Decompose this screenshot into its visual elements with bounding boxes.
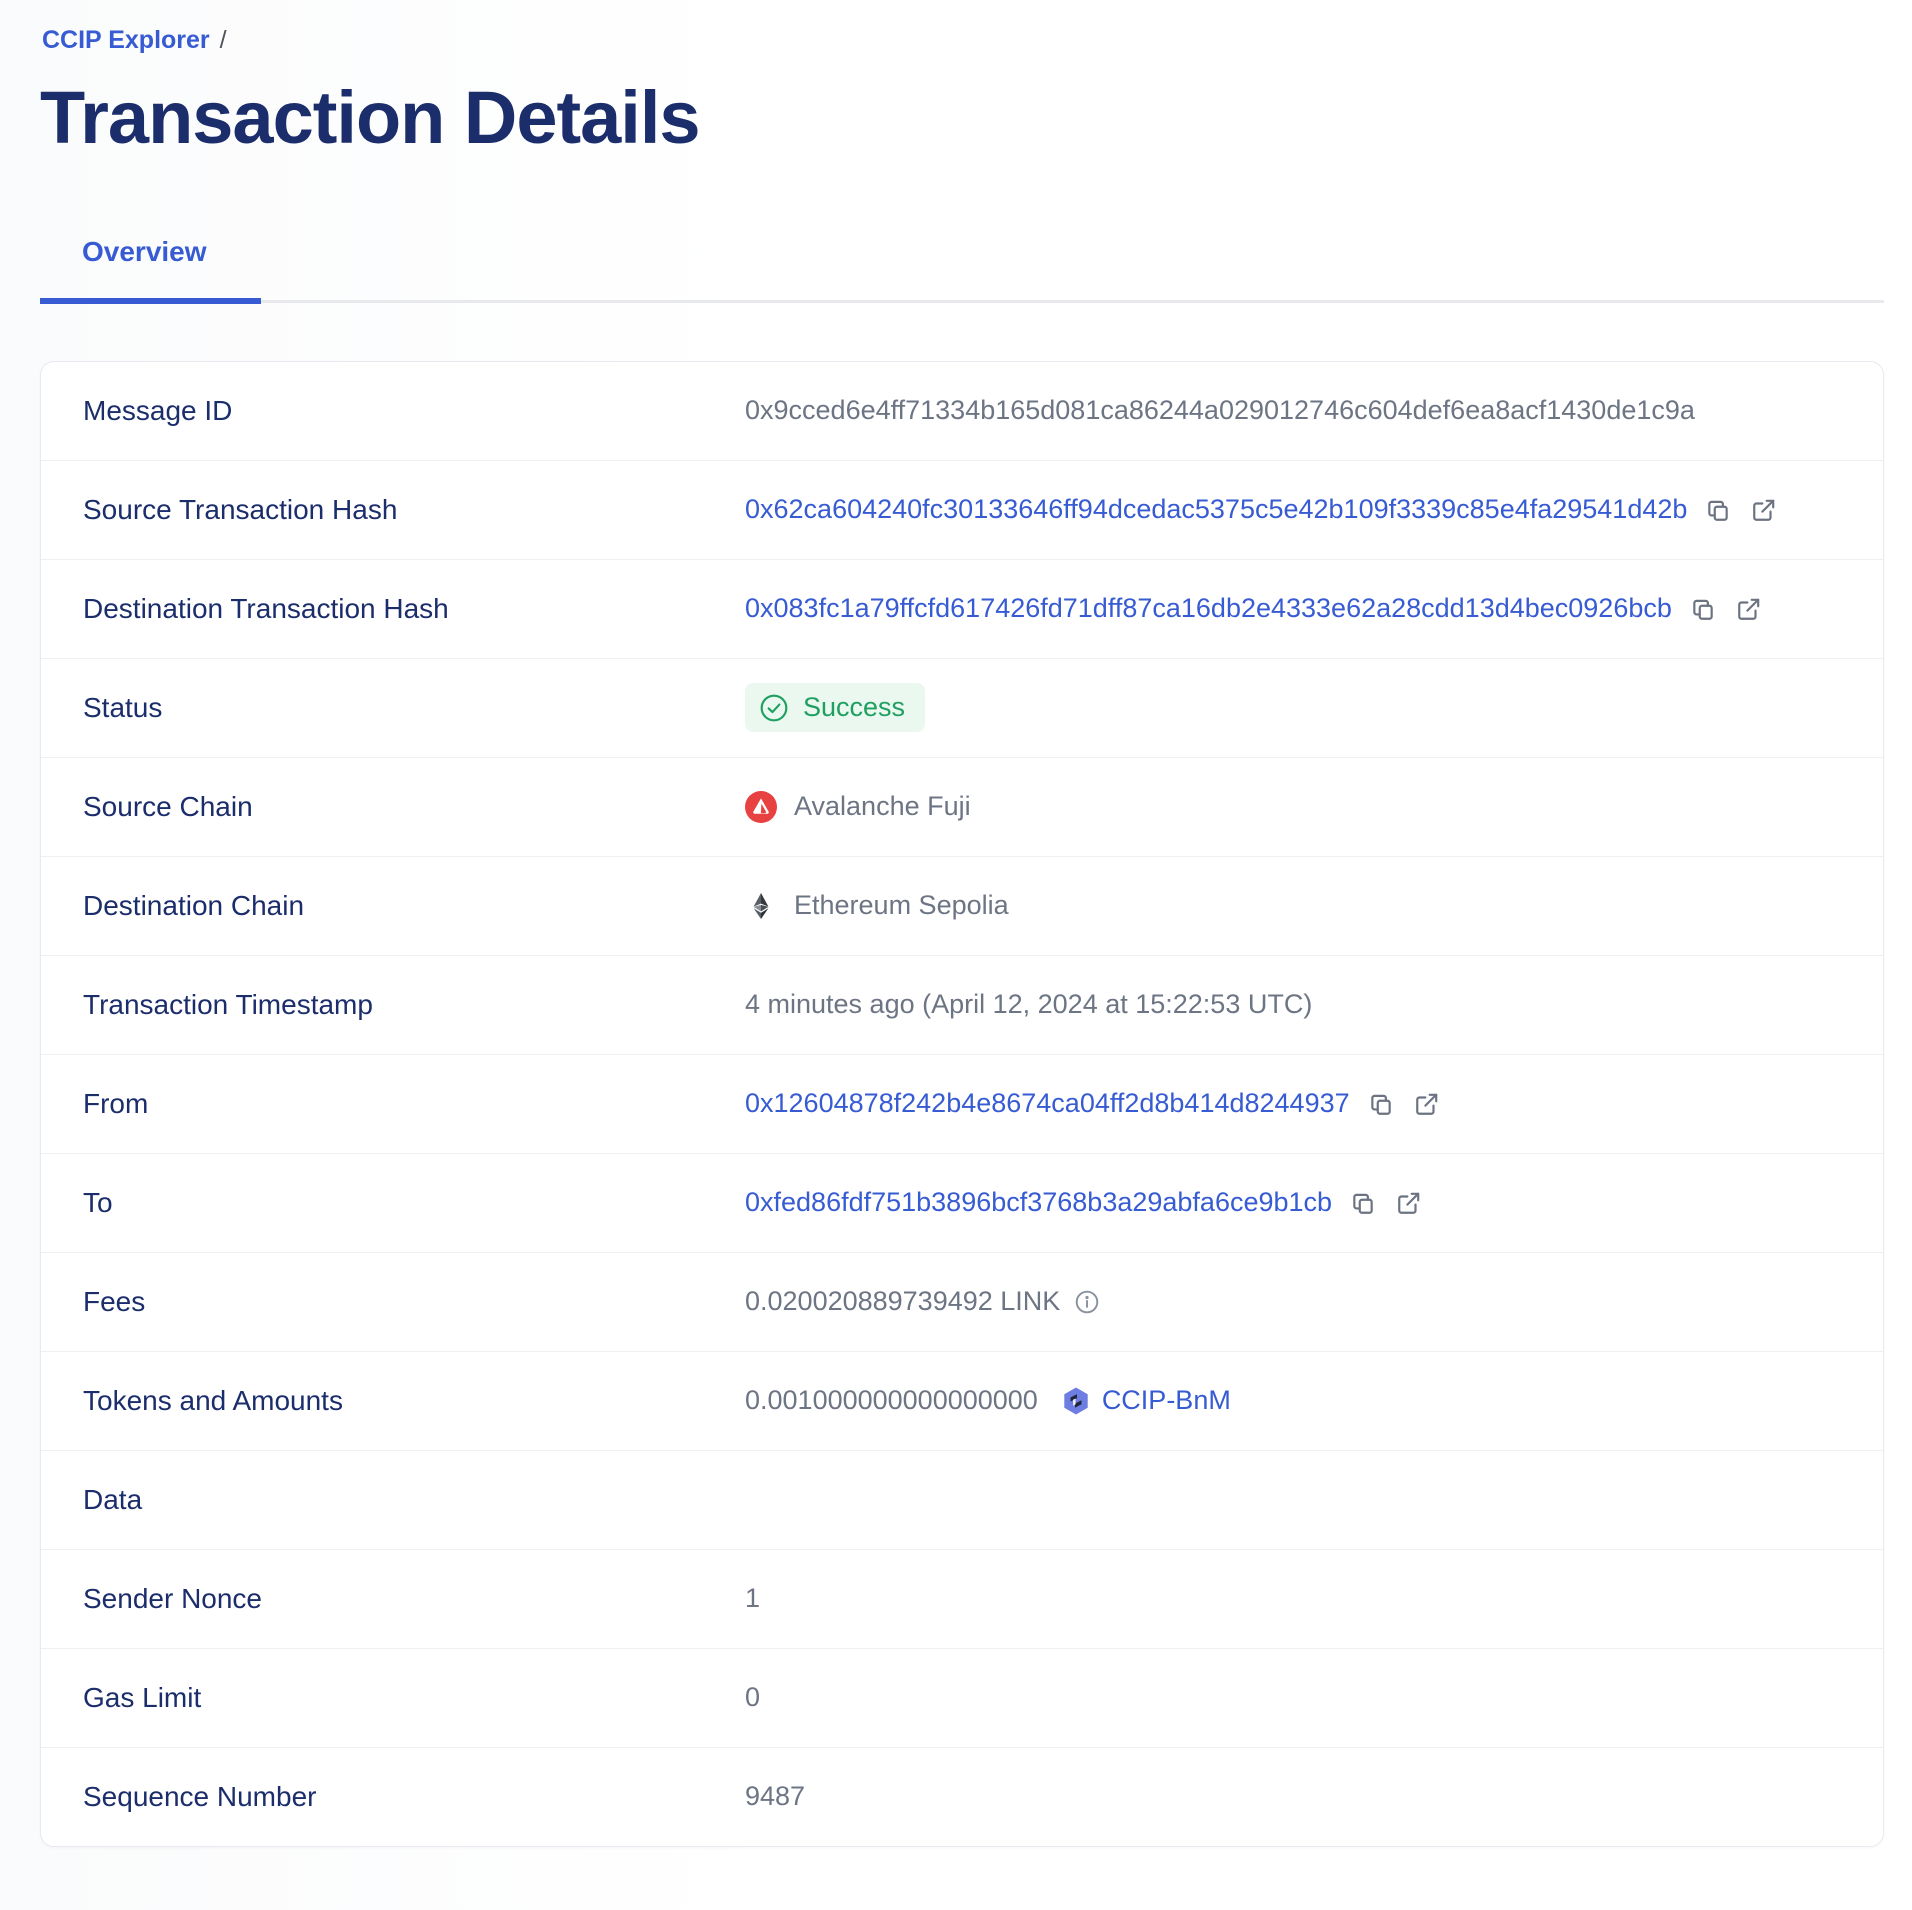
token-link[interactable]: CCIP-BnM	[1101, 1385, 1231, 1416]
copy-icon[interactable]	[1688, 594, 1718, 624]
row-destination-transaction-hash: Destination Transaction Hash 0x083fc1a79…	[41, 558, 1883, 658]
row-tokens-and-amounts: Tokens and Amounts 0.001000000000000000 …	[41, 1350, 1883, 1450]
ccip-bnm-token-icon	[1060, 1385, 1092, 1417]
row-label: Destination Chain	[83, 889, 305, 921]
external-link-icon[interactable]	[1734, 594, 1764, 624]
row-to: To 0xfed86fdf751b3896bcf3768b3a29abfa6ce…	[41, 1152, 1883, 1252]
row-fees: Fees 0.020020889739492 LINK	[41, 1251, 1883, 1351]
destination-chain-value: Ethereum Sepolia	[745, 890, 1009, 922]
row-label: Tokens and Amounts	[83, 1384, 343, 1416]
ethereum-icon	[745, 890, 777, 922]
row-label: Sender Nonce	[83, 1582, 263, 1614]
token-amount: 0.001000000000000000	[745, 1385, 1038, 1416]
row-label: Destination Transaction Hash	[83, 592, 449, 624]
row-label: Fees	[83, 1285, 146, 1317]
row-label: Message ID	[83, 394, 233, 426]
breadcrumb: CCIP Explorer /	[40, 26, 1884, 55]
fees-value: 0.020020889739492 LINK	[745, 1286, 1061, 1317]
row-label: Transaction Timestamp	[83, 988, 373, 1020]
page-title: Transaction Details	[40, 76, 701, 159]
source-chain-name: Avalanche Fuji	[794, 791, 971, 822]
external-link-icon[interactable]	[1412, 1089, 1442, 1119]
row-status: Status Success	[41, 657, 1883, 757]
row-sender-nonce: Sender Nonce 1	[41, 1548, 1883, 1648]
from-address-link[interactable]: 0x12604878f242b4e8674ca04ff2d8b414d82449…	[745, 1088, 1350, 1119]
row-label: From	[83, 1087, 149, 1119]
row-source-chain: Source Chain Avalanche Fuji	[41, 756, 1883, 856]
row-label: Gas Limit	[83, 1681, 202, 1713]
info-icon[interactable]	[1074, 1289, 1100, 1315]
source-chain-value: Avalanche Fuji	[745, 790, 971, 823]
external-link-icon[interactable]	[1749, 495, 1779, 525]
tab-overview[interactable]: Overview	[40, 236, 261, 305]
row-destination-chain: Destination Chain Ethereum Sepolia	[41, 855, 1883, 955]
token-group: CCIP-BnM	[1060, 1385, 1231, 1417]
copy-icon[interactable]	[1348, 1188, 1378, 1218]
row-from: From 0x12604878f242b4e8674ca04ff2d8b414d…	[41, 1053, 1883, 1153]
row-label: Data	[83, 1483, 143, 1515]
row-transaction-timestamp: Transaction Timestamp 4 minutes ago (Apr…	[41, 954, 1883, 1054]
sequence-number-value: 9487	[745, 1781, 806, 1812]
row-source-transaction-hash: Source Transaction Hash 0x62ca604240fc30…	[41, 459, 1883, 559]
row-label: To	[83, 1186, 113, 1218]
status-badge: Success	[745, 683, 926, 733]
gas-limit-value: 0	[745, 1682, 761, 1713]
check-circle-icon	[759, 693, 789, 723]
sender-nonce-value: 1	[745, 1583, 761, 1614]
message-id-value: 0x9cced6e4ff71334b165d081ca86244a0290127…	[745, 395, 1695, 426]
copy-icon[interactable]	[1703, 495, 1733, 525]
row-label: Source Transaction Hash	[83, 493, 398, 525]
breadcrumb-link-ccip-explorer[interactable]: CCIP Explorer	[42, 26, 210, 54]
destination-tx-hash-link[interactable]: 0x083fc1a79ffcfd617426fd71dff87ca16db2e4…	[745, 593, 1672, 624]
source-tx-hash-link[interactable]: 0x62ca604240fc30133646ff94dcedac5375c5e4…	[745, 494, 1688, 525]
transaction-details-card: Message ID 0x9cced6e4ff71334b165d081ca86…	[40, 360, 1884, 1847]
row-label: Sequence Number	[83, 1780, 317, 1812]
avalanche-icon	[745, 790, 777, 823]
status-text: Success	[803, 692, 906, 723]
transaction-details-page: CCIP Explorer / Transaction Details Over…	[40, 26, 1884, 1847]
external-link-icon[interactable]	[1394, 1188, 1424, 1218]
copy-icon[interactable]	[1366, 1089, 1396, 1119]
row-label: Status	[83, 691, 163, 723]
row-label: Source Chain	[83, 790, 253, 822]
destination-chain-name: Ethereum Sepolia	[794, 890, 1009, 921]
tab-bar: Overview	[40, 236, 1884, 305]
row-gas-limit: Gas Limit 0	[41, 1647, 1883, 1747]
row-sequence-number: Sequence Number 9487	[41, 1746, 1883, 1846]
row-data: Data	[41, 1449, 1883, 1549]
breadcrumb-separator: /	[219, 26, 227, 54]
to-address-link[interactable]: 0xfed86fdf751b3896bcf3768b3a29abfa6ce9b1…	[745, 1187, 1333, 1218]
timestamp-value: 4 minutes ago (April 12, 2024 at 15:22:5…	[745, 989, 1313, 1020]
row-message-id: Message ID 0x9cced6e4ff71334b165d081ca86…	[41, 362, 1883, 460]
